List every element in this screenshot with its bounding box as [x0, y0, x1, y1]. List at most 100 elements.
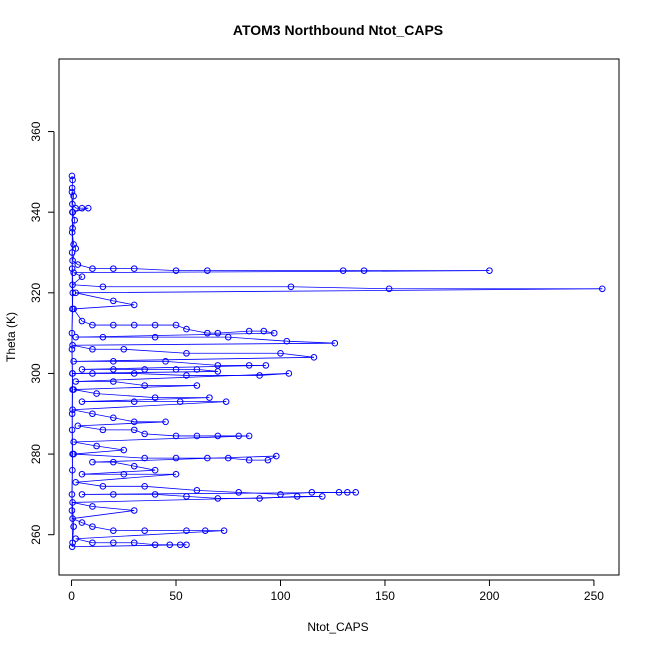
data-point — [68, 491, 76, 498]
data-point — [110, 458, 117, 466]
data-point — [69, 225, 76, 232]
data-point — [70, 358, 77, 365]
data-point — [74, 261, 82, 268]
series-line-segment — [92, 526, 114, 532]
data-point — [69, 341, 76, 349]
data-point — [270, 329, 278, 337]
data-point — [310, 354, 318, 361]
data-point — [277, 491, 284, 498]
series-line-segment — [77, 425, 103, 431]
data-point — [204, 267, 211, 274]
data-point — [193, 382, 201, 389]
data-point — [99, 283, 107, 291]
data-point — [331, 339, 339, 347]
data-point — [214, 432, 222, 440]
series-line-segment — [228, 457, 250, 461]
data-point — [183, 493, 190, 500]
data-point — [130, 398, 138, 405]
y-tick-label: 280 — [29, 444, 43, 464]
series-line-segment — [73, 270, 490, 274]
data-point — [141, 382, 148, 389]
series-line-segment — [217, 330, 250, 334]
data-point — [68, 229, 76, 236]
y-tick-label: 320 — [29, 282, 43, 302]
data-point — [183, 325, 190, 333]
data-point — [151, 333, 159, 341]
series-line-segment — [144, 433, 177, 437]
series-points — [68, 172, 606, 551]
data-point — [69, 176, 76, 184]
series-line-segment — [113, 300, 135, 306]
data-point — [256, 495, 263, 502]
data-point — [183, 527, 190, 534]
data-point — [130, 426, 138, 434]
series-line-segment — [134, 465, 156, 471]
series-line-segment — [72, 518, 83, 523]
series-line-segment — [165, 360, 218, 366]
series-line-segment — [72, 342, 335, 346]
data-point — [68, 410, 76, 418]
series-line-segment — [73, 356, 314, 362]
data-point — [68, 329, 76, 337]
series-line-segment — [73, 385, 197, 390]
data-point — [141, 483, 148, 490]
y-tick-label: 300 — [29, 363, 43, 383]
series-line-segment — [134, 542, 156, 546]
data-point — [130, 539, 138, 547]
x-tick-label: 50 — [169, 589, 183, 603]
data-point — [141, 527, 148, 534]
data-point — [110, 366, 117, 373]
series-line-segment — [155, 493, 187, 497]
data-point — [287, 283, 295, 291]
series-line-segment — [196, 489, 239, 493]
data-point — [151, 394, 159, 401]
data-point — [245, 327, 253, 335]
data-point — [193, 366, 201, 373]
series-line-segment — [81, 469, 156, 475]
data-point — [183, 349, 190, 357]
data-point — [89, 370, 96, 377]
data-point — [172, 267, 180, 274]
data-point — [68, 507, 76, 514]
series-line-segment — [75, 292, 114, 302]
data-point — [235, 432, 243, 440]
data-point — [69, 257, 76, 264]
data-point — [120, 345, 128, 353]
data-point — [110, 527, 117, 534]
data-point — [283, 337, 291, 345]
data-point — [110, 265, 117, 272]
series-line-segment — [72, 510, 135, 519]
data-point — [110, 297, 117, 305]
data-point — [245, 432, 253, 440]
series-line-segment — [186, 495, 218, 499]
data-point — [69, 466, 76, 474]
data-point — [162, 418, 169, 426]
data-point — [74, 422, 82, 430]
data-point — [151, 321, 159, 329]
data-point — [69, 499, 76, 506]
data-point — [214, 495, 222, 502]
data-point — [151, 466, 159, 474]
series-line-segment — [280, 352, 314, 358]
data-point — [69, 281, 76, 289]
data-point — [72, 535, 80, 543]
data-point — [130, 462, 138, 470]
data-point — [89, 503, 96, 510]
data-point — [68, 345, 76, 353]
data-point — [235, 489, 243, 496]
data-point — [130, 370, 138, 377]
data-point — [183, 372, 190, 379]
series-line-segment — [75, 530, 225, 540]
data-point — [293, 493, 301, 500]
series-line-segment — [71, 349, 73, 390]
data-point — [68, 184, 76, 192]
data-point — [172, 470, 180, 478]
x-tick-label: 0 — [68, 589, 75, 603]
data-point — [78, 273, 86, 280]
data-point — [193, 487, 201, 494]
series-line-segment — [71, 526, 75, 547]
series-line-segment — [75, 288, 603, 294]
data-point — [141, 430, 148, 438]
